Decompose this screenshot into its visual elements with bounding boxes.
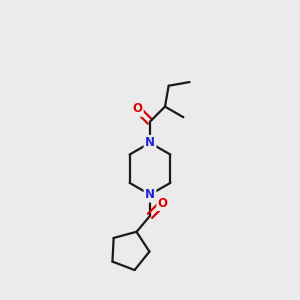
Text: N: N — [145, 188, 155, 201]
Text: O: O — [132, 102, 142, 116]
Text: N: N — [145, 136, 155, 149]
Text: O: O — [158, 196, 168, 210]
